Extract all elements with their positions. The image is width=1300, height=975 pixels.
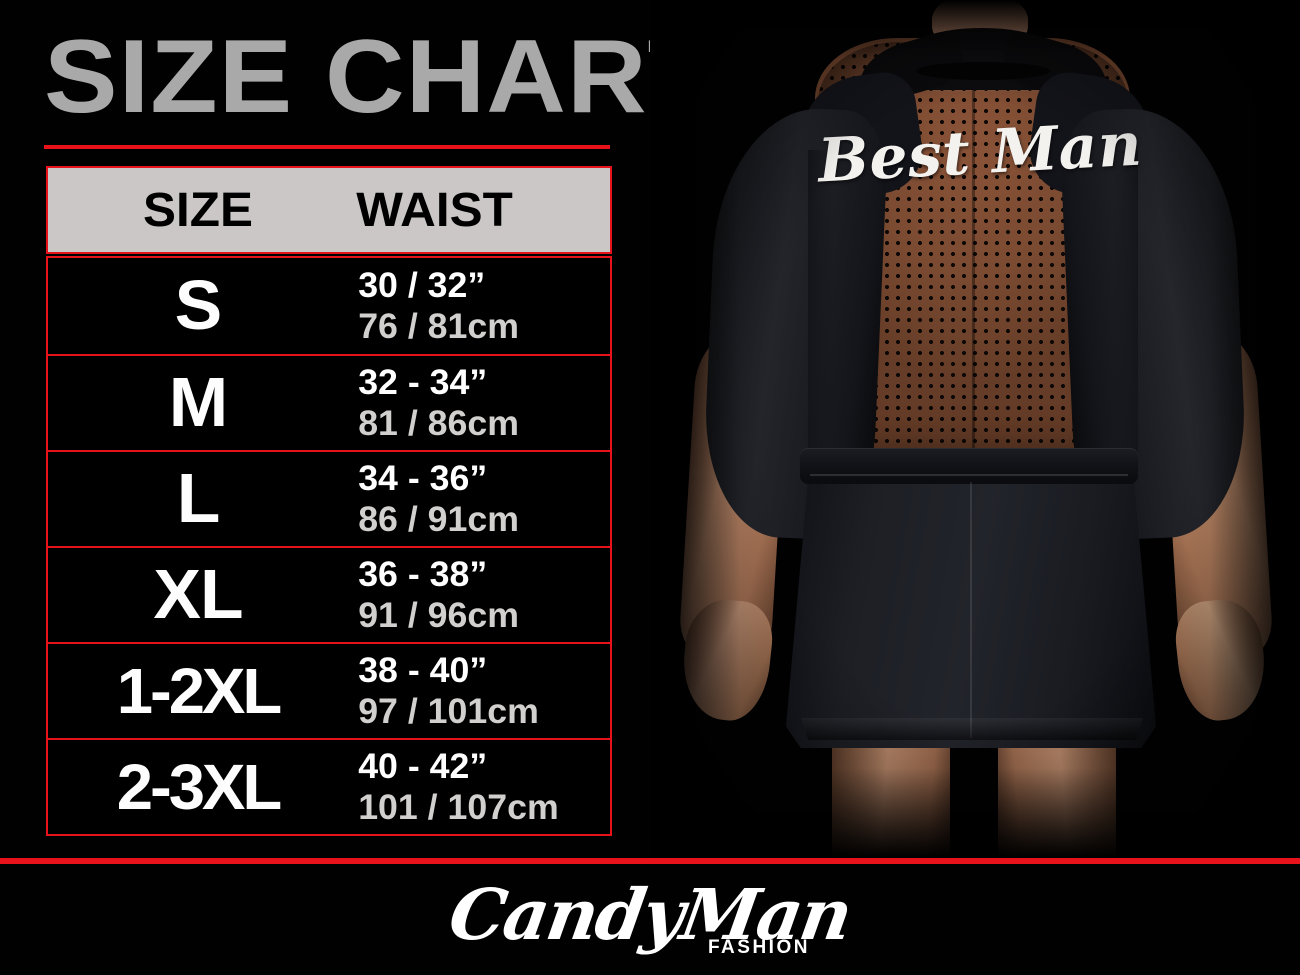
- cell-size: 2-3XL: [116, 750, 283, 823]
- waist-centimeters: 81 / 86cm: [358, 403, 519, 443]
- table-body: S 30 / 32” 76 / 81cm M 32 - 34” 81 / 86c…: [46, 256, 612, 836]
- footer: CandyMan FASHION: [0, 864, 1300, 975]
- garment-waistband: [800, 448, 1138, 484]
- waist-inches: 34 - 36”: [358, 458, 488, 498]
- size-chart-panel: SIZE CHART SIZE WAIST S 30 / 32” 76 / 81…: [0, 0, 715, 860]
- table-row: L 34 - 36” 86 / 91cm: [48, 450, 610, 546]
- cell-size: 1-2XL: [116, 654, 283, 727]
- waist-inches: 32 - 34”: [358, 362, 488, 402]
- table-row: M 32 - 34” 81 / 86cm: [48, 354, 610, 450]
- waist-centimeters: 97 / 101cm: [358, 691, 539, 731]
- table-row: XL 36 - 38” 91 / 96cm: [48, 546, 610, 642]
- waist-centimeters: 101 / 107cm: [358, 787, 559, 827]
- cell-waist: 38 - 40” 97 / 101cm: [348, 651, 615, 732]
- column-header-size: SIZE: [143, 183, 253, 237]
- cell-waist: 40 - 42” 101 / 107cm: [348, 747, 615, 828]
- waist-centimeters: 86 / 91cm: [358, 499, 519, 539]
- column-header-waist: WAIST: [356, 183, 513, 237]
- cell-size: M: [168, 363, 228, 442]
- cell-size: S: [174, 266, 223, 345]
- garment-collar-shadow: [916, 62, 1050, 80]
- garment-skirt-seam: [970, 482, 972, 738]
- garment-left-edge: [808, 150, 834, 460]
- cell-waist: 34 - 36” 86 / 91cm: [348, 459, 615, 540]
- cell-waist: 36 - 38” 91 / 96cm: [348, 555, 615, 636]
- waist-inches: 30 / 32”: [358, 265, 486, 305]
- cell-size: L: [176, 459, 221, 538]
- garment-skirt-hem: [801, 718, 1143, 740]
- brand-logo: CandyMan FASHION: [0, 864, 1300, 975]
- product-photo: Best Man: [650, 0, 1300, 858]
- brand-logo-subtitle: FASHION: [708, 937, 810, 958]
- cell-waist: 30 / 32” 76 / 81cm: [348, 266, 615, 347]
- table-header-row: SIZE WAIST: [46, 166, 612, 254]
- table-row: 1-2XL 38 - 40” 97 / 101cm: [48, 642, 610, 738]
- cell-waist: 32 - 34” 81 / 86cm: [348, 363, 615, 444]
- photo-fade-bottom: [650, 768, 1300, 858]
- waist-centimeters: 76 / 81cm: [358, 306, 519, 346]
- photo-fade-left: [650, 0, 740, 858]
- waist-inches: 36 - 38”: [358, 554, 488, 594]
- table-row: 2-3XL 40 - 42” 101 / 107cm: [48, 738, 610, 834]
- photo-fade-right: [1210, 0, 1300, 858]
- waist-inches: 40 - 42”: [358, 746, 488, 786]
- garment-waistband-seam: [810, 474, 1128, 476]
- photo-fade-top: [650, 0, 1300, 60]
- waist-centimeters: 91 / 96cm: [358, 595, 519, 635]
- title-underline-rule: [44, 145, 610, 149]
- garment-right-edge: [1112, 150, 1138, 460]
- waist-inches: 38 - 40”: [358, 650, 488, 690]
- cell-size: XL: [153, 555, 243, 634]
- footer-divider-rule: [0, 858, 1300, 864]
- page-title: SIZE CHART: [44, 19, 717, 135]
- table-row: S 30 / 32” 76 / 81cm: [48, 258, 610, 354]
